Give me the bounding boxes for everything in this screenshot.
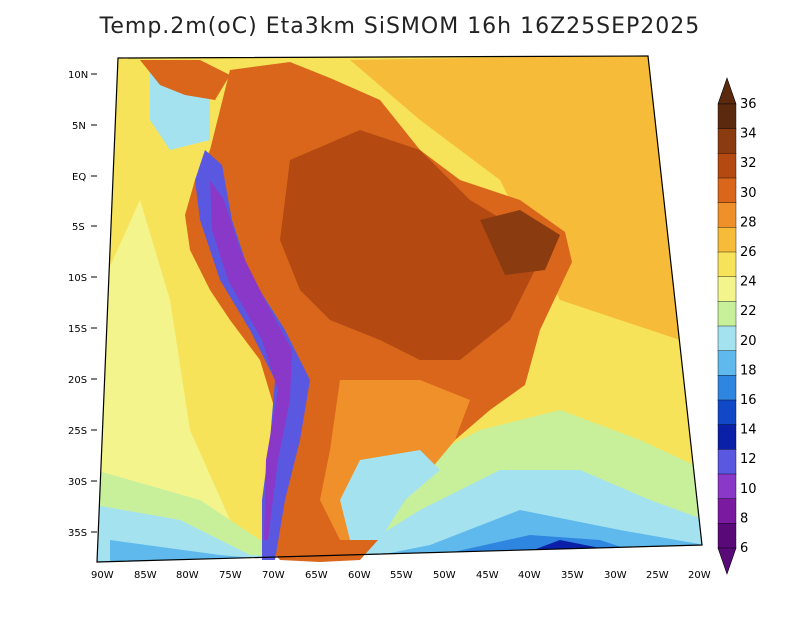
colorbar-swatch: [717, 251, 737, 278]
colorbar-swatch: [717, 350, 737, 377]
colorbar-swatch: [717, 103, 737, 130]
colorbar-label: 8: [740, 511, 748, 526]
map-frame: [96, 55, 703, 563]
lon-label-35w: 35W: [561, 570, 584, 581]
cool-pacific: [97, 200, 230, 560]
lon-label-70w: 70W: [262, 570, 285, 581]
lon-label-85w: 85W: [134, 570, 157, 581]
colorbar-label: 32: [740, 156, 757, 171]
colorbar-label: 6: [740, 541, 748, 556]
colorbar-swatch: [717, 276, 737, 303]
south-america-land: [140, 60, 572, 562]
colorbar-cap-top: [717, 77, 737, 105]
south-land-cool: [340, 450, 440, 540]
lon-label-20w: 20W: [688, 570, 711, 581]
lat-label-15s: 15S: [68, 324, 87, 335]
colorbar-label: 30: [740, 186, 757, 201]
colorbar-label: 12: [740, 452, 757, 467]
andes-coldest: [210, 180, 292, 540]
lon-label-80w: 80W: [176, 570, 199, 581]
lat-label-20s: 20S: [68, 375, 87, 386]
lon-label-65w: 65W: [305, 570, 328, 581]
lon-label-60w: 60W: [348, 570, 371, 581]
warm-atlantic: [350, 56, 680, 340]
colorbar-label: 10: [740, 482, 757, 497]
lat-label-35s: 35S: [68, 528, 87, 539]
colorbar-label: 16: [740, 393, 757, 408]
colorbar-swatch: [717, 128, 737, 155]
interior-hot: [280, 130, 540, 360]
colorbar-swatch: [717, 301, 737, 327]
lon-label-45w: 45W: [476, 570, 499, 581]
colorbar: 36 34 32 30 28 26 24 22 20 18 16 14 12 10 8 6: [717, 77, 757, 575]
lat-label-10n: 10N: [68, 70, 88, 81]
northeast-hottest: [480, 210, 560, 275]
colorbar-label: 14: [740, 423, 757, 438]
lat-label-5s: 5S: [72, 222, 85, 233]
colorbar-swatch: [717, 424, 737, 451]
colorbar-swatch: [717, 523, 737, 549]
colorbar-swatch: [717, 177, 737, 204]
colorbar-label: 18: [740, 363, 757, 378]
colorbar-cap-bottom: [717, 547, 737, 575]
lon-label-30w: 30W: [604, 570, 627, 581]
colorbar-label: 34: [740, 127, 757, 142]
map-title: Temp.2m(oC) Eta3km SiSMOM 16h 16Z25SEP20…: [99, 14, 701, 39]
colorbar-label: 28: [740, 215, 757, 230]
colorbar-label: 24: [740, 275, 757, 290]
colorbar-label: 20: [740, 334, 757, 349]
lon-label-75w: 75W: [219, 570, 242, 581]
lon-label-25w: 25W: [646, 570, 669, 581]
colorbar-swatch: [717, 375, 737, 401]
colorbar-swatch: [717, 202, 737, 229]
colorbar-swatch: [717, 325, 737, 352]
colorbar-swatch: [717, 399, 737, 426]
lat-label-eq: EQ: [72, 172, 86, 183]
lon-label-90w: 90W: [91, 570, 114, 581]
colorbar-swatch: [717, 473, 737, 500]
lat-axis: 10N 5N EQ 5S 10S 15S 20S 25S 30S 35S: [68, 70, 97, 539]
lat-label-5n: 5N: [72, 121, 86, 132]
lat-label-25s: 25S: [68, 426, 87, 437]
lon-label-40w: 40W: [518, 570, 541, 581]
colorbar-label: 22: [740, 304, 757, 319]
lon-label-55w: 55W: [390, 570, 413, 581]
lat-label-10s: 10S: [68, 273, 87, 284]
colorbar-swatch: [717, 498, 737, 525]
central-america: [140, 60, 230, 100]
colorbar-swatch: [717, 449, 737, 475]
colorbar-label: 26: [740, 245, 757, 260]
colorbar-swatch: [717, 227, 737, 253]
lon-label-50w: 50W: [433, 570, 456, 581]
colorbar-label: 36: [740, 97, 757, 112]
lat-label-30s: 30S: [68, 477, 87, 488]
lon-axis: 90W 85W 80W 75W 70W 65W 60W 55W 50W 45W …: [91, 570, 711, 581]
colorbar-swatch: [717, 153, 737, 179]
